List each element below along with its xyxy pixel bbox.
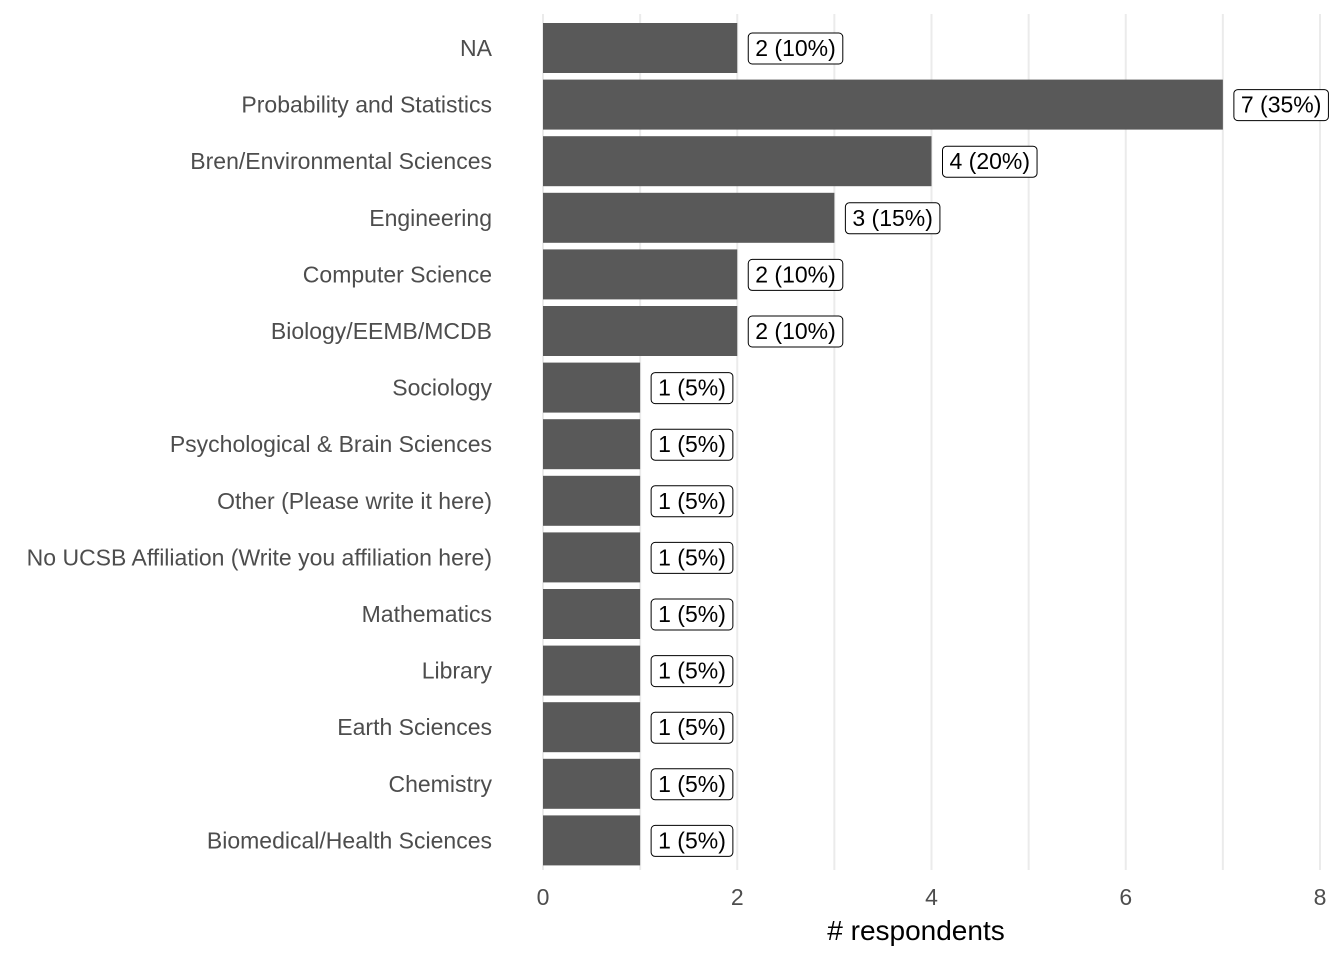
data-label-text: 1 (5%) <box>658 431 726 457</box>
bar <box>543 702 641 753</box>
bar <box>543 23 738 73</box>
bar <box>543 645 641 696</box>
data-label-box <box>650 598 734 631</box>
data-label-box <box>942 145 1038 178</box>
data-label: 1 (5%) <box>650 372 734 405</box>
data-label-text: 1 (5%) <box>658 827 726 853</box>
data-label: 1 (5%) <box>650 768 734 801</box>
data-label-text: 2 (10%) <box>755 261 836 287</box>
data-label-text: 1 (5%) <box>658 658 726 684</box>
bar <box>543 136 932 187</box>
category-label: Probability and Statistics <box>241 92 492 118</box>
x-tick-label: 4 <box>925 884 938 910</box>
data-label: 1 (5%) <box>650 428 734 461</box>
category-label: Biomedical/Health Sciences <box>207 827 492 853</box>
data-label-box <box>844 202 941 235</box>
category-label: NA <box>460 35 493 61</box>
data-label-text: 1 (5%) <box>658 375 726 401</box>
bar <box>543 419 641 470</box>
category-label: Computer Science <box>303 261 492 287</box>
category-label: Mathematics <box>362 601 492 627</box>
data-label-box <box>1233 89 1329 122</box>
data-label: 1 (5%) <box>650 485 734 518</box>
data-label-text: 1 (5%) <box>658 488 726 514</box>
category-label: Psychological & Brain Sciences <box>170 431 492 457</box>
bar <box>543 475 641 526</box>
data-label-text: 1 (5%) <box>658 601 726 627</box>
bar <box>543 306 738 356</box>
bar <box>543 192 835 243</box>
data-label-box <box>747 258 844 291</box>
data-label-box <box>650 372 734 405</box>
category-label: Biology/EEMB/MCDB <box>271 318 492 344</box>
category-label: Sociology <box>392 375 492 401</box>
bars <box>543 23 1223 866</box>
data-label-box <box>650 428 734 461</box>
data-label: 1 (5%) <box>650 655 734 688</box>
x-axis-title: # respondents <box>827 915 1004 946</box>
data-label-text: 1 (5%) <box>658 714 726 740</box>
data-label-box <box>650 655 734 688</box>
data-label: 4 (20%) <box>942 145 1038 178</box>
data-label: 1 (5%) <box>650 711 734 744</box>
category-label: Earth Sciences <box>337 714 492 740</box>
category-label: Other (Please write it here) <box>217 488 492 514</box>
bar <box>543 815 641 866</box>
data-label: 1 (5%) <box>650 541 734 574</box>
category-axis: NA Probability and Statistics Bren/Environ… <box>27 35 493 853</box>
data-label-box <box>747 315 844 348</box>
data-label: 1 (5%) <box>650 824 734 857</box>
category-label: Chemistry <box>388 771 492 797</box>
category-label: Bren/Environmental Sciences <box>190 148 492 174</box>
data-label-text: 2 (10%) <box>755 35 836 61</box>
data-label: 1 (5%) <box>650 598 734 631</box>
bar <box>543 758 641 809</box>
data-label-text: 7 (35%) <box>1241 92 1322 118</box>
bar <box>543 79 1223 130</box>
category-label: Engineering <box>369 205 492 231</box>
bar <box>543 532 641 583</box>
data-label-box <box>650 541 734 574</box>
x-tick-label: 6 <box>1119 884 1132 910</box>
data-label-text: 1 (5%) <box>658 544 726 570</box>
data-label-box <box>650 485 734 518</box>
data-label-text: 1 (5%) <box>658 771 726 797</box>
data-label-box <box>650 711 734 744</box>
data-label: 3 (15%) <box>844 202 941 235</box>
category-label: Library <box>422 658 493 684</box>
data-label: 2 (10%) <box>747 315 844 348</box>
data-label-box <box>650 824 734 857</box>
data-label-box <box>747 32 844 65</box>
value-axis: 0 2 4 6 8 <box>537 884 1327 910</box>
data-label-box <box>650 768 734 801</box>
data-label: 2 (10%) <box>747 32 844 65</box>
bar <box>543 249 738 300</box>
data-label-text: 2 (10%) <box>755 318 836 344</box>
data-label-text: 3 (15%) <box>852 205 933 231</box>
data-label: 7 (35%) <box>1233 89 1329 122</box>
bar <box>543 589 641 639</box>
data-label: 2 (10%) <box>747 258 844 291</box>
category-label: No UCSB Affiliation (Write you affiliati… <box>27 544 492 570</box>
data-label-text: 4 (20%) <box>950 148 1031 174</box>
x-tick-label: 0 <box>537 884 550 910</box>
bar <box>543 362 641 413</box>
x-tick-label: 8 <box>1314 884 1327 910</box>
x-tick-label: 2 <box>731 884 744 910</box>
data-labels: 2 (10%) 7 (35%) 4 (20%) 3 (15%) 2 (10%) 2 (10… <box>650 32 1329 857</box>
